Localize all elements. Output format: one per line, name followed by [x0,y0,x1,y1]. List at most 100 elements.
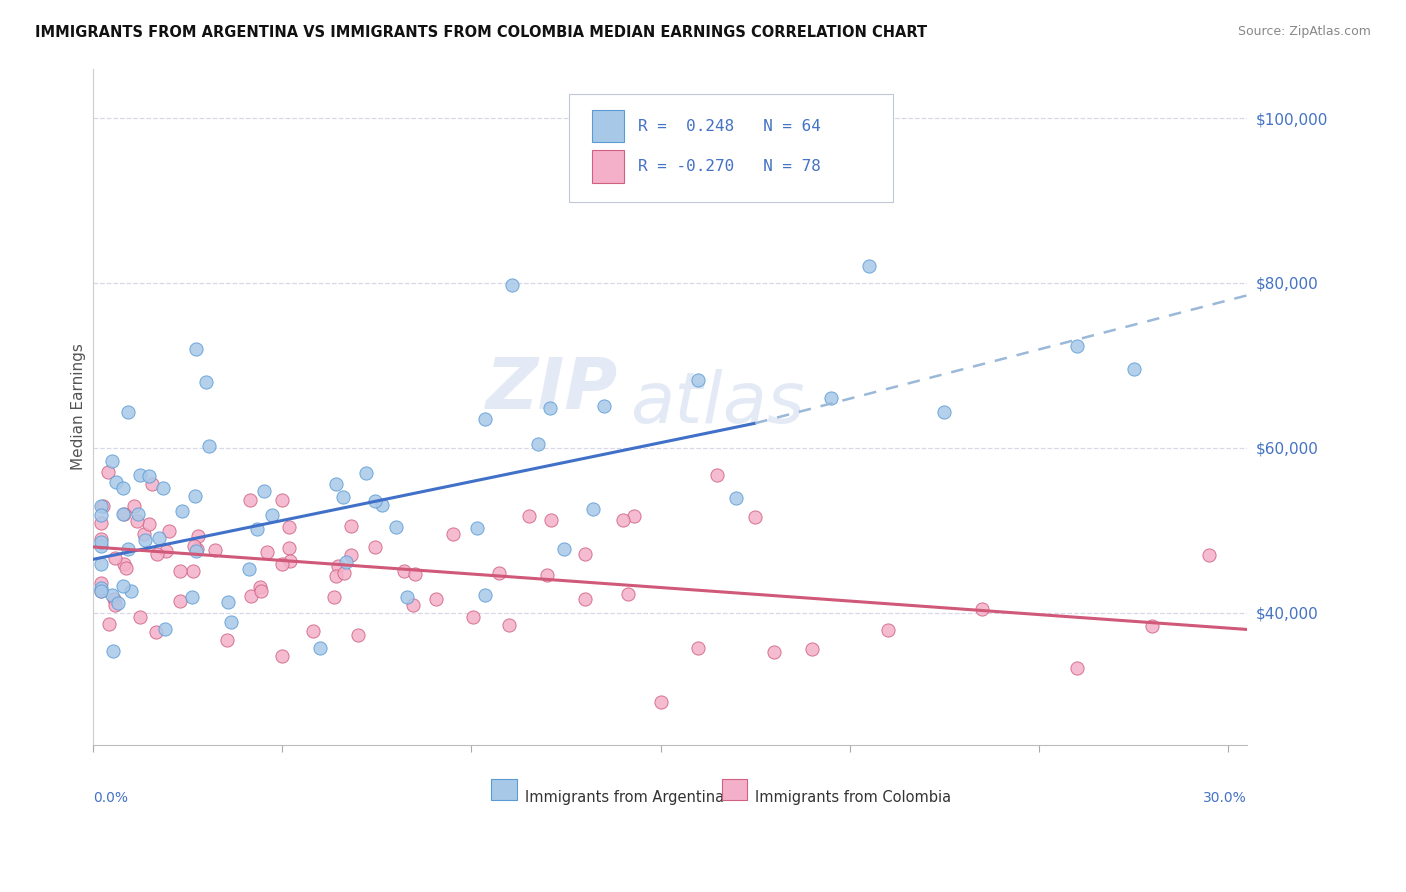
Point [98,617,121,632]
Point [194,375,217,389]
Point [623,508,645,523]
Point [112,557,135,571]
Point [278,554,301,568]
FancyBboxPatch shape [568,94,893,202]
Point [876,623,898,637]
Point [371,498,394,512]
Point [141,477,163,491]
Point [246,522,269,536]
Text: R = -0.270   N = 78: R = -0.270 N = 78 [638,159,821,174]
Point [744,510,766,524]
Point [138,469,160,483]
Point [117,405,139,419]
Text: R =  0.248   N = 64: R = 0.248 N = 64 [638,119,821,134]
Point [356,466,378,480]
Point [339,548,361,562]
Text: 0.0%: 0.0% [93,791,128,805]
Point [217,595,239,609]
Point [536,568,558,582]
Point [112,508,135,522]
Point [1198,548,1220,562]
Point [90,540,112,554]
Point [138,517,160,532]
Point [540,513,562,527]
Point [184,490,207,504]
Point [688,641,710,656]
Point [402,599,425,613]
Point [972,601,994,615]
Point [461,609,484,624]
Text: ZIP: ZIP [486,355,619,425]
Bar [592,151,624,183]
Point [328,559,350,574]
Point [688,373,710,387]
Point [170,504,193,518]
Point [184,342,207,356]
Point [104,598,127,612]
Point [155,543,177,558]
Point [134,533,156,547]
Point [706,467,728,482]
Point [198,439,221,453]
Point [650,695,672,709]
Point [302,624,325,639]
Point [97,465,120,479]
Text: 30.0%: 30.0% [1204,791,1247,805]
Point [122,499,145,513]
Point [104,551,127,566]
Point [101,644,124,658]
Point [90,557,112,571]
Point [474,588,496,602]
Point [498,617,520,632]
Point [271,493,294,508]
Point [934,405,956,419]
Point [105,475,128,489]
Point [1142,619,1164,633]
Point [107,596,129,610]
Point [392,565,415,579]
Bar [592,110,624,142]
Point [148,531,170,545]
Point [488,566,510,581]
Point [145,625,167,640]
Point [90,499,112,513]
Point [574,547,596,561]
Point [90,581,112,595]
Text: atlas: atlas [630,369,804,438]
Point [553,542,575,557]
Point [103,591,125,606]
Point [385,520,408,534]
Point [396,591,419,605]
Point [256,545,278,559]
Point [127,514,149,528]
Point [1122,361,1144,376]
Point [277,520,299,534]
Point [90,508,112,523]
Point [238,562,260,576]
Point [612,513,634,527]
Point [239,492,262,507]
Point [527,437,550,451]
Point [132,526,155,541]
Point [323,590,346,604]
Point [332,490,354,504]
Point [339,518,361,533]
Text: Immigrants from Colombia: Immigrants from Colombia [755,789,952,805]
Point [250,584,273,599]
Point [169,564,191,578]
Point [1066,661,1088,675]
Text: IMMIGRANTS FROM ARGENTINA VS IMMIGRANTS FROM COLOMBIA MEDIAN EARNINGS CORRELATIO: IMMIGRANTS FROM ARGENTINA VS IMMIGRANTS … [35,25,928,40]
Point [260,508,283,523]
Point [517,508,540,523]
Point [270,649,292,664]
Text: Source: ZipAtlas.com: Source: ZipAtlas.com [1237,25,1371,38]
Point [574,591,596,606]
Point [858,260,880,274]
Point [364,540,387,554]
Point [1066,339,1088,353]
Point [90,516,112,530]
Point [90,583,112,598]
Point [127,507,149,521]
Point [425,591,447,606]
Point [204,543,226,558]
